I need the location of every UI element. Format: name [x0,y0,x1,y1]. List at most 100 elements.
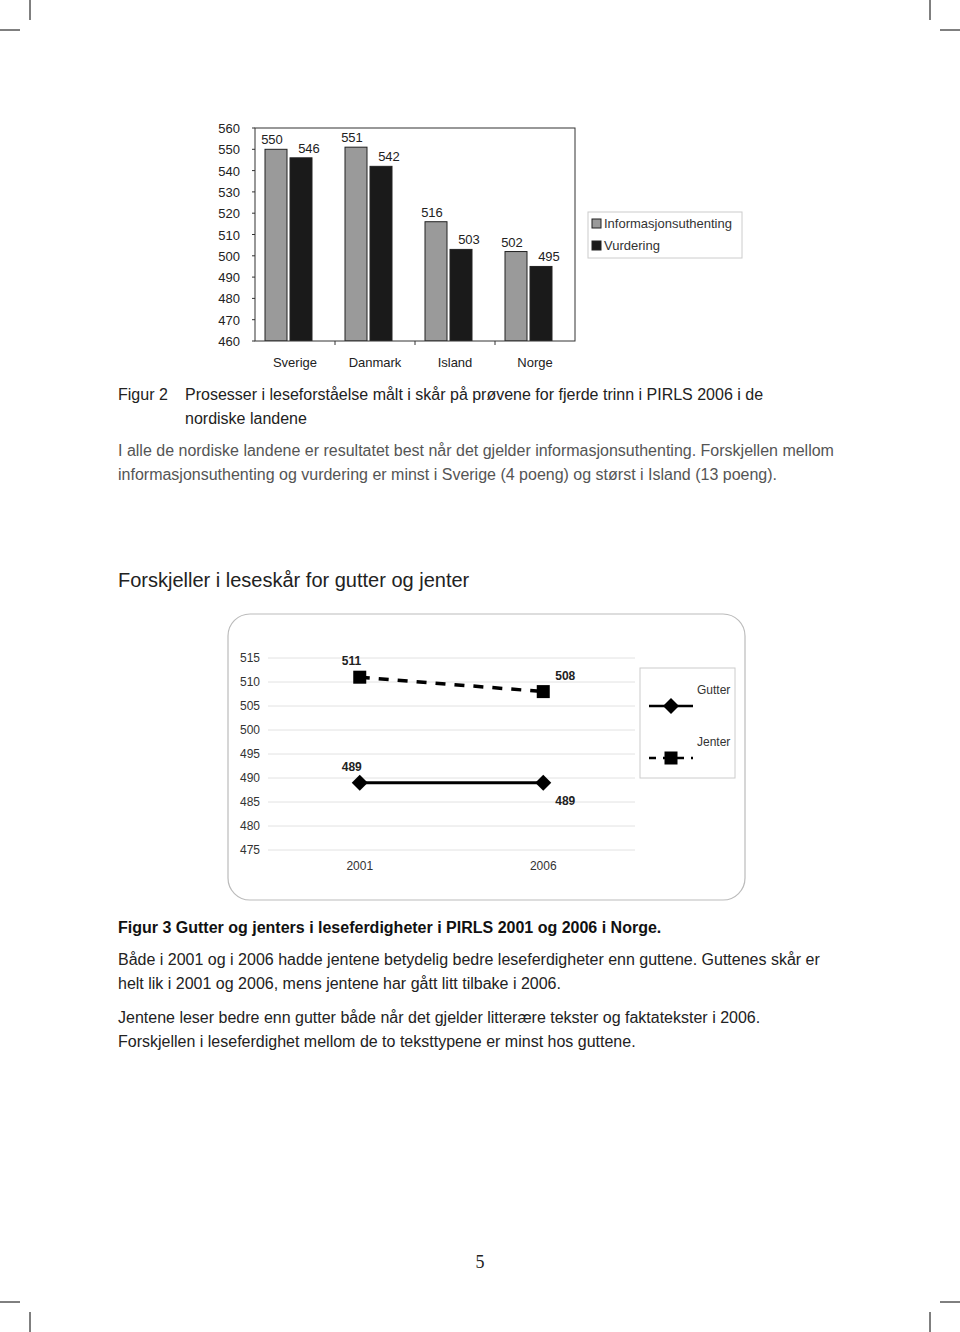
y-tick-label: 520 [218,206,240,221]
x-tick-label: Danmark [349,355,402,370]
legend-marker [663,698,679,714]
grid-line [268,802,635,803]
lines [352,671,552,791]
legend-label: Jenter [697,735,730,749]
bars [265,147,552,341]
y-tick-label: 540 [218,164,240,179]
y-tick-label: 505 [240,699,260,713]
crop-mark [930,1312,931,1332]
legend: Gutter Jenter [640,668,735,778]
bar [290,158,312,341]
grid-line [268,682,635,683]
y-tick-label: 470 [218,313,240,328]
legend-box [588,212,742,258]
grid-line [268,850,635,851]
grid-line [268,730,635,731]
x-tick-label: Island [438,355,473,370]
y-tick-label: 510 [240,675,260,689]
y-tick-label: 480 [240,819,260,833]
legend-box [640,668,735,778]
x-tick-label: 2006 [530,859,557,873]
paragraph: Jentene leser bedre enn gutter både når … [118,1006,840,1054]
crop-mark [0,1302,20,1303]
legend-label: Gutter [697,683,730,697]
crop-mark [30,1312,31,1332]
bar-chart: 4604704804905005105205305405505605505465… [218,121,742,370]
y-tick-label: 510 [218,228,240,243]
legend-swatch [592,219,601,228]
data-label: 489 [555,794,575,808]
y-tick-label: 550 [218,142,240,157]
chart-frame [228,614,745,900]
x-tick [415,341,416,345]
legend-label: Informasjonsuthenting [604,216,732,231]
caption-text: Prosesser i leseforståelse målt i skår p… [185,383,825,431]
figure-caption: Figur 2Prosesser i leseforståelse målt i… [118,383,838,431]
paragraph: I alle de nordiske landene er resultatet… [118,439,838,487]
y-tick-label: 500 [240,723,260,737]
bar [345,147,367,341]
data-label: 502 [501,235,523,250]
data-label: 508 [555,669,575,683]
y-tick-label: 500 [218,249,240,264]
data-label: 511 [342,654,362,668]
crop-mark [930,0,931,20]
x-tick-label: Sverige [273,355,317,370]
data-labels: 489 489 511 508 [342,654,576,808]
marker [352,775,368,791]
grid-line [268,754,635,755]
marker [535,775,551,791]
y-tick-label: 460 [218,334,240,349]
grid-line [268,706,635,707]
data-label: 551 [341,130,363,145]
data-label: 503 [458,232,480,247]
crop-mark [0,30,20,31]
data-label: 546 [298,141,320,156]
y-tick-label: 530 [218,185,240,200]
series-line [360,781,544,784]
y-tick-label: 560 [218,121,240,136]
bar [370,166,392,341]
marker [537,685,550,698]
y-tick-label: 490 [240,771,260,785]
y-tick-label: 490 [218,270,240,285]
grid-line [268,778,635,779]
crop-mark [30,0,31,20]
figure-caption: Figur 3 Gutter og jenters i leseferdighe… [118,916,878,940]
data-label: 495 [538,249,560,264]
y-tick-label: 495 [240,747,260,761]
bar [505,252,527,341]
bar [265,149,287,341]
page-graphics: 4604704804905005105205305405505605505465… [0,0,960,1332]
page-number: 5 [430,1252,530,1273]
data-label: 516 [421,205,443,220]
x-tick [335,341,336,345]
y-tick-label: 485 [240,795,260,809]
marker [353,671,366,684]
paragraph: Både i 2001 og i 2006 hadde jentene bety… [118,948,840,996]
x-tick [495,341,496,345]
crop-mark [940,1302,960,1303]
figure-label: Figur 2 [118,383,185,431]
data-label: 542 [378,149,400,164]
grid-line [268,826,635,827]
legend-swatch [592,241,601,250]
line-chart: Forskjeller i leseskår for gutter og jen… [118,569,745,900]
legend-marker [665,752,678,765]
bar [530,266,552,341]
legend: InformasjonsuthentingVurdering [588,212,742,258]
crop-mark [940,30,960,31]
data-labels: 550 546 551 542 516 503 502 495 [261,130,560,264]
x-tick-label: Norge [517,355,552,370]
y-tick-label: 515 [240,651,260,665]
plot-frame [255,128,575,341]
crop-marks [0,0,960,1332]
data-label: 489 [342,760,362,774]
x-tick-label: 2001 [346,859,373,873]
bar [450,249,472,341]
grid-line [268,658,635,659]
data-label: 550 [261,132,283,147]
bar [425,222,447,341]
y-tick-label: 475 [240,843,260,857]
chart-title: Forskjeller i leseskår for gutter og jen… [118,569,470,591]
